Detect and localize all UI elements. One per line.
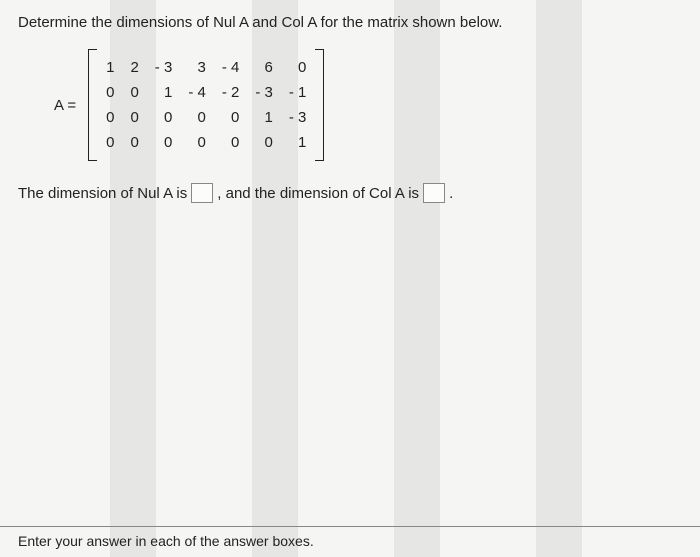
matrix-cell: 0 [122,105,146,130]
matrix-label: A = [54,97,76,114]
question-content: Determine the dimensions of Nul A and Co… [0,0,700,557]
matrix-cell: - 3 [147,55,181,80]
matrix-row: 0 0 1 - 4 - 2 - 3 - 1 [98,80,314,105]
col-dimension-input[interactable] [423,183,445,203]
matrix-cell: 1 [147,80,181,105]
matrix-row: 0 0 0 0 0 1 - 3 [98,105,314,130]
matrix-cell: 1 [98,55,122,80]
matrix-row: 0 0 0 0 0 0 1 [98,130,314,155]
matrix-cell: - 3 [281,105,315,130]
matrix-cell: 1 [281,130,315,155]
matrix-cell: 1 [247,105,281,130]
matrix-row: 1 2 - 3 3 - 4 6 0 [98,55,314,80]
answer-text-1: The dimension of Nul A is [18,185,187,202]
matrix-cell: 0 [281,55,315,80]
footer-instruction: Enter your answer in each of the answer … [18,533,314,549]
matrix-cell: 0 [180,105,214,130]
matrix-table: 1 2 - 3 3 - 4 6 0 0 0 1 - 4 - 2 - 3 - 1 [98,55,314,155]
matrix-cell: - 2 [214,80,248,105]
matrix-cell: 0 [180,130,214,155]
matrix-cell: - 3 [247,80,281,105]
matrix-cell: 0 [98,130,122,155]
matrix-cell: 0 [247,130,281,155]
nul-dimension-input[interactable] [191,183,213,203]
matrix-cell: - 1 [281,80,315,105]
answer-text-3: . [449,185,453,202]
matrix-cell: 6 [247,55,281,80]
matrix-cell: - 4 [180,80,214,105]
matrix-block: A = 1 2 - 3 3 - 4 6 0 0 0 1 - 4 - 2 [54,49,682,161]
matrix-cell: 0 [98,105,122,130]
answer-text-2: , and the dimension of Col A is [217,185,419,202]
matrix-brackets: 1 2 - 3 3 - 4 6 0 0 0 1 - 4 - 2 - 3 - 1 [88,49,324,161]
answer-sentence: The dimension of Nul A is , and the dime… [18,183,682,203]
matrix-cell: 0 [98,80,122,105]
matrix-cell: 0 [147,130,181,155]
matrix-cell: - 4 [214,55,248,80]
matrix-cell: 2 [122,55,146,80]
question-prompt: Determine the dimensions of Nul A and Co… [18,14,682,31]
footer-divider [0,526,700,527]
matrix-cell: 0 [122,80,146,105]
matrix-cell: 0 [122,130,146,155]
matrix-cell: 0 [214,130,248,155]
matrix-cell: 0 [214,105,248,130]
matrix-cell: 0 [147,105,181,130]
matrix-cell: 3 [180,55,214,80]
